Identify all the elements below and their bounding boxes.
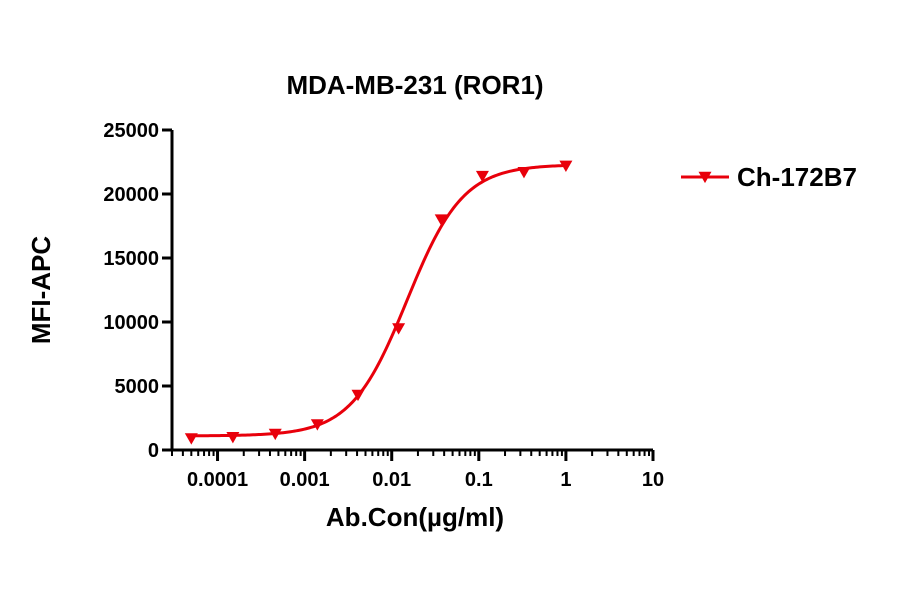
x-tick-label: 0.0001 (187, 469, 248, 491)
data-point (268, 428, 282, 441)
data-point (351, 389, 365, 402)
data-point (517, 167, 531, 179)
y-tick-label: 0 (148, 440, 159, 462)
data-point (310, 419, 324, 431)
y-tick-label: 15000 (103, 248, 159, 270)
y-tick-label: 25000 (103, 120, 159, 142)
plot-area (184, 160, 573, 445)
y-axis-label: MFI-APC (26, 236, 56, 345)
data-point (392, 323, 406, 335)
x-tick-label: 10 (642, 469, 664, 491)
legend-label: Ch-172B7 (737, 162, 857, 192)
data-point (434, 214, 448, 226)
chart-title: MDA-MB-231 (ROR1) (286, 70, 543, 100)
x-tick-label: 0.01 (372, 469, 411, 491)
x-tick-label: 1 (560, 469, 571, 491)
y-tick-label: 10000 (103, 312, 159, 334)
legend-marker-icon (698, 171, 712, 184)
x-axis-label: Ab.Con(µg/ml) (326, 502, 504, 532)
x-tick-label: 0.001 (280, 469, 330, 491)
data-point (226, 432, 240, 444)
data-point (184, 433, 198, 445)
data-point (475, 170, 489, 183)
y-tick-label: 20000 (103, 184, 159, 206)
y-tick-label: 5000 (115, 376, 160, 398)
fit-curve (191, 163, 566, 438)
data-point (559, 160, 573, 173)
axes: 0 5000 10000 15000 20000 25000 0.0001 0.001 0.01… (103, 120, 664, 491)
legend: Ch-172B7 (681, 162, 857, 192)
x-tick-label: 0.1 (465, 469, 493, 491)
